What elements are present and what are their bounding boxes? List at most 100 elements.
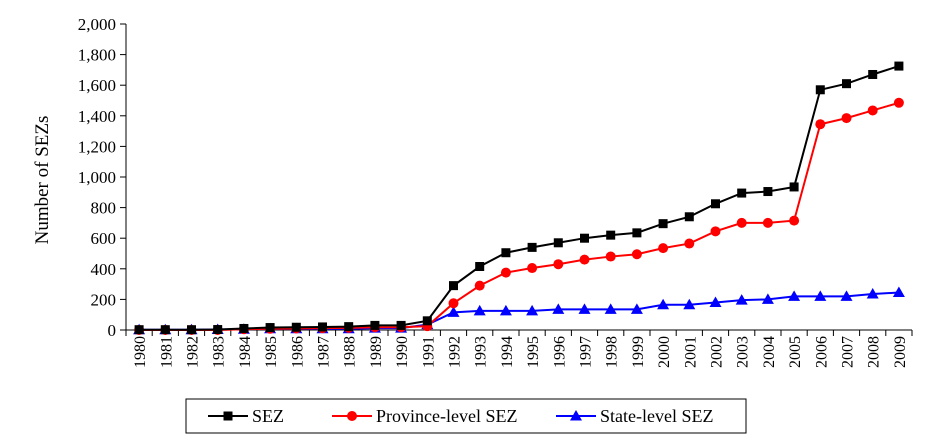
data-point-state-level-sez — [840, 290, 853, 301]
y-tick-label: 1,800 — [78, 46, 116, 65]
data-point-state-level-sez — [657, 298, 670, 310]
data-point-state-level-sez — [526, 304, 539, 316]
x-tick-label: 2008 — [866, 336, 883, 368]
data-point-sez — [396, 320, 406, 330]
series-province-level-sez — [134, 97, 904, 335]
data-point-state-level-sez — [892, 286, 905, 298]
x-tick-label: 2007 — [840, 336, 857, 368]
data-point-state-level-sez — [683, 298, 696, 310]
data-point-sez — [789, 182, 799, 192]
data-point-province-level-sez — [658, 243, 669, 254]
data-point-province-level-sez — [684, 238, 695, 249]
data-point-sez — [213, 325, 223, 335]
y-tick-label: 800 — [91, 199, 117, 218]
series-line-sez — [139, 65, 900, 331]
data-point-state-level-sez — [761, 293, 774, 304]
x-tick-label: 1980 — [132, 336, 149, 368]
data-point-state-level-sez — [814, 290, 827, 301]
x-tick-label: 1990 — [394, 336, 411, 368]
x-tick-label: 1996 — [551, 336, 568, 368]
x-tick-label: 1983 — [211, 336, 228, 368]
data-point-province-level-sez — [893, 97, 904, 108]
data-point-sez — [606, 230, 616, 240]
data-point-sez — [763, 187, 773, 197]
x-tick-label: 1981 — [158, 336, 175, 368]
data-point-state-level-sez — [447, 306, 460, 317]
data-point-sez — [291, 322, 301, 332]
y-tick-label: 1,400 — [78, 107, 116, 126]
data-point-sez — [160, 325, 170, 335]
x-tick-label: 1984 — [237, 336, 254, 368]
x-tick-label: 1993 — [473, 336, 490, 368]
x-tick-label: 1986 — [289, 336, 306, 368]
x-tick-label: 1988 — [342, 336, 359, 368]
x-tick-label: 2001 — [682, 336, 699, 368]
data-point-sez — [134, 325, 144, 335]
x-tick-label: 1992 — [447, 336, 464, 368]
data-point-state-level-sez — [473, 304, 486, 316]
data-point-sez — [318, 322, 327, 332]
x-tick-label: 1998 — [604, 336, 621, 368]
series-layer — [133, 61, 905, 335]
data-point-province-level-sez — [605, 251, 616, 262]
y-tick-label: 400 — [91, 260, 117, 279]
x-tick-label: 2003 — [735, 336, 752, 368]
series-line-province-level-sez — [139, 101, 900, 331]
data-point-province-level-sez — [736, 217, 747, 228]
data-point-state-level-sez — [552, 303, 565, 314]
data-point-sez — [868, 69, 878, 79]
data-point-sez — [842, 79, 851, 89]
y-axis-title: Number of SEZs — [32, 116, 53, 245]
data-point-state-level-sez — [866, 288, 879, 299]
data-point-state-level-sez — [578, 303, 591, 314]
x-tick-label: 2009 — [892, 336, 909, 368]
data-point-sez — [658, 219, 668, 229]
data-point-sez — [239, 323, 249, 333]
x-tick-label: 1997 — [578, 336, 595, 368]
legend-label-province-level-sez: Province-level SEZ — [376, 406, 517, 426]
y-tick-label: 1,000 — [78, 168, 116, 187]
legend-marker-state-level-sez — [570, 410, 582, 421]
series-line-state-level-sez — [139, 291, 899, 331]
data-point-state-level-sez — [499, 304, 512, 316]
data-point-sez — [894, 61, 904, 71]
legend-box — [185, 398, 747, 434]
data-point-province-level-sez — [553, 259, 564, 270]
x-tick-label: 1999 — [630, 336, 647, 368]
data-point-province-level-sez — [789, 215, 800, 226]
x-tick-label: 2004 — [761, 336, 778, 368]
y-axis: 0 200 400 600 800 1,000 1,200 1,400 1,600 1,800 2,… — [78, 15, 127, 340]
data-point-province-level-sez — [579, 254, 590, 265]
data-point-province-level-sez — [527, 263, 538, 274]
data-point-province-level-sez — [841, 113, 852, 124]
data-point-state-level-sez — [604, 303, 617, 314]
data-point-state-level-sez — [630, 303, 643, 314]
data-point-province-level-sez — [867, 105, 878, 116]
x-tick-label: 1989 — [368, 336, 385, 368]
data-point-province-level-sez — [500, 267, 511, 278]
x-tick-label: 2005 — [787, 336, 804, 368]
legend-marker-province-level-sez — [347, 411, 357, 421]
legend-label-state-level-sez: State-level SEZ — [600, 406, 713, 426]
legend-label-sez: SEZ — [252, 406, 284, 426]
x-tick-label: 1982 — [185, 336, 202, 368]
data-point-sez — [265, 323, 275, 333]
data-point-sez — [422, 316, 432, 326]
data-point-state-level-sez — [788, 290, 801, 301]
series-state-level-sez — [133, 286, 905, 335]
x-tick-label: 1995 — [525, 336, 542, 368]
data-point-province-level-sez — [448, 298, 459, 309]
legend-marker-sez — [223, 411, 233, 421]
data-point-province-level-sez — [474, 280, 485, 291]
data-point-sez — [632, 228, 642, 238]
x-tick-label: 2002 — [709, 336, 726, 368]
data-point-sez — [187, 325, 196, 335]
data-point-state-level-sez — [709, 296, 722, 307]
data-point-province-level-sez — [762, 217, 773, 228]
data-point-sez — [449, 281, 458, 291]
data-point-sez — [527, 242, 537, 252]
data-point-sez — [580, 233, 589, 243]
y-tick-label: 600 — [91, 229, 117, 248]
data-point-province-level-sez — [710, 226, 721, 237]
x-tick-label: 1991 — [420, 336, 437, 368]
